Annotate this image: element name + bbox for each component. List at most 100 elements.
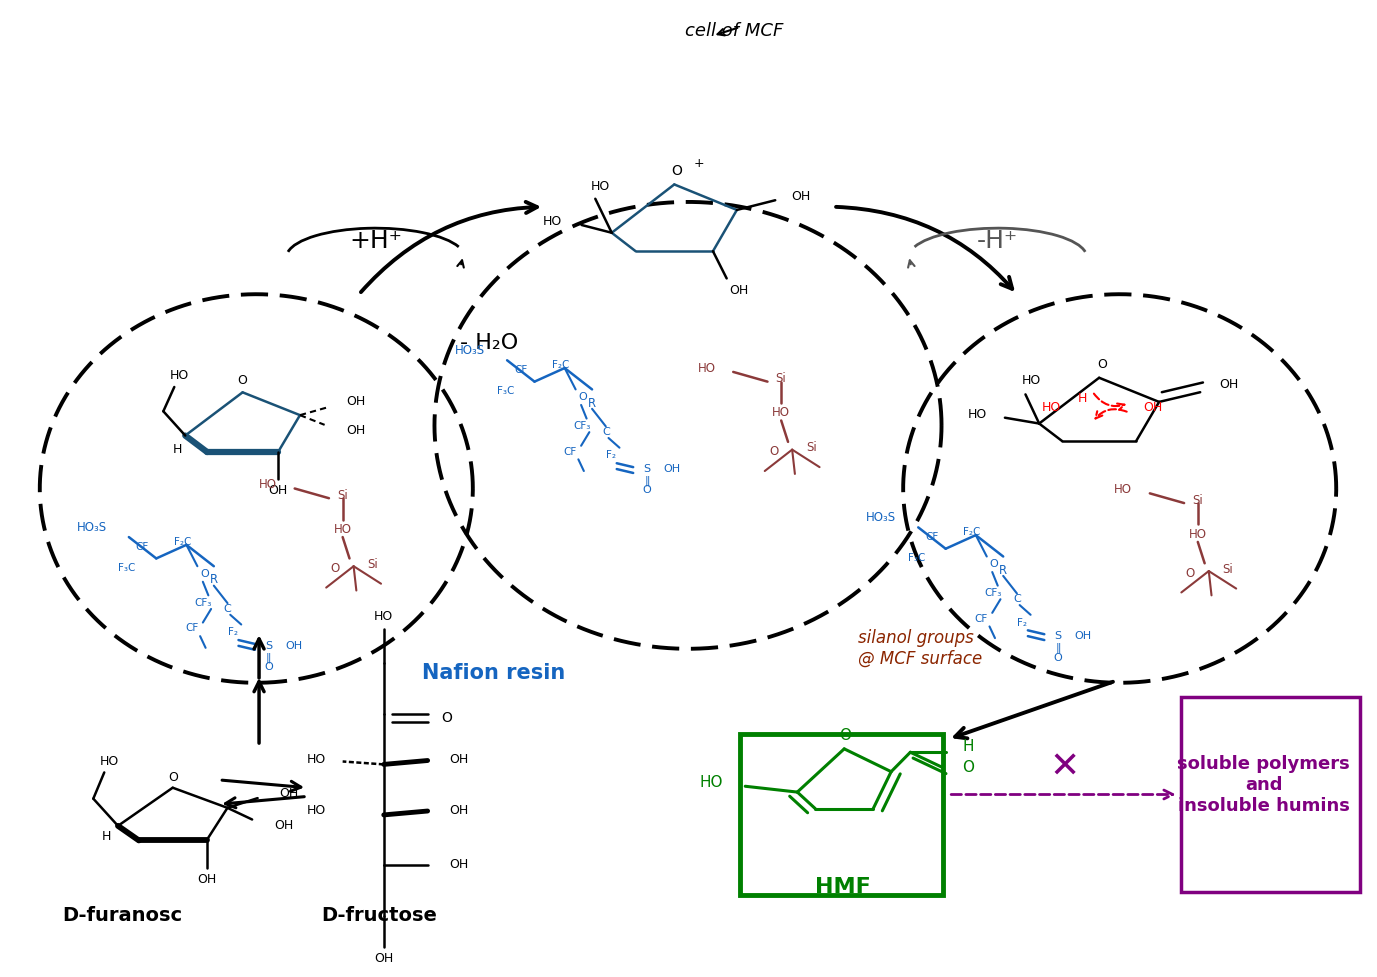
- Text: OH: OH: [792, 190, 811, 203]
- Text: HO: HO: [1041, 402, 1060, 414]
- Text: OH: OH: [269, 485, 288, 497]
- Text: HO: HO: [697, 361, 716, 374]
- Text: O: O: [643, 486, 651, 495]
- Text: F₃C: F₃C: [907, 553, 925, 564]
- Text: CF₃: CF₃: [985, 588, 1001, 599]
- Text: OH: OH: [347, 424, 366, 437]
- Text: F₃C: F₃C: [118, 563, 136, 573]
- Text: +: +: [694, 156, 704, 170]
- Text: F₂: F₂: [229, 627, 238, 637]
- Text: F₂: F₂: [606, 450, 617, 460]
- Text: F₃C: F₃C: [497, 386, 514, 397]
- Text: ‖: ‖: [644, 476, 650, 486]
- Text: CF₃: CF₃: [573, 421, 591, 431]
- Text: H: H: [174, 443, 183, 455]
- Text: HO: HO: [333, 523, 351, 535]
- Text: ‖: ‖: [1055, 643, 1060, 653]
- Text: Si: Si: [1192, 493, 1203, 507]
- Text: Nafion resin: Nafion resin: [421, 663, 565, 683]
- Text: O: O: [840, 728, 851, 743]
- Text: CF₃: CF₃: [194, 598, 212, 608]
- Text: HMF: HMF: [815, 876, 870, 897]
- Text: HO: HO: [171, 369, 190, 382]
- Text: CF: CF: [975, 614, 987, 623]
- Text: F₂C: F₂C: [174, 537, 191, 547]
- Text: H: H: [102, 830, 112, 843]
- Text: OH: OH: [449, 803, 468, 817]
- Text: HO: HO: [259, 478, 277, 491]
- Text: F₂: F₂: [1018, 617, 1027, 627]
- Text: OH: OH: [285, 641, 302, 651]
- Text: O: O: [238, 374, 248, 387]
- Text: R: R: [1000, 564, 1007, 576]
- Text: Si: Si: [775, 372, 786, 385]
- Text: OH: OH: [280, 786, 299, 800]
- Text: O: O: [963, 760, 975, 776]
- Text: O: O: [990, 559, 998, 570]
- Text: OH: OH: [274, 819, 293, 831]
- Text: CF: CF: [136, 542, 149, 552]
- Text: HO₃S: HO₃S: [77, 521, 107, 533]
- Text: S: S: [266, 641, 273, 651]
- Text: O: O: [770, 446, 778, 458]
- Text: +H⁺: +H⁺: [350, 229, 402, 253]
- Text: Si: Si: [806, 442, 817, 454]
- Text: Si: Si: [337, 488, 348, 502]
- Text: O: O: [672, 164, 683, 178]
- Text: Si: Si: [1223, 563, 1234, 575]
- Text: soluble polymers
and
insoluble humins: soluble polymers and insoluble humins: [1177, 755, 1349, 815]
- Text: OH: OH: [347, 395, 366, 408]
- Text: CF: CF: [186, 623, 198, 633]
- Text: - H₂O: - H₂O: [460, 333, 518, 353]
- Text: OH: OH: [449, 858, 468, 871]
- Text: R: R: [588, 397, 596, 409]
- Text: O: O: [200, 569, 209, 579]
- Text: HO: HO: [772, 406, 790, 419]
- Text: O: O: [1097, 358, 1107, 370]
- Text: HO: HO: [307, 803, 326, 817]
- Text: O: O: [264, 662, 273, 672]
- Text: HO: HO: [307, 753, 326, 766]
- Text: cell of MCF: cell of MCF: [686, 22, 784, 40]
- Text: D-furanosc: D-furanosc: [62, 907, 182, 925]
- Text: HO: HO: [375, 611, 394, 623]
- Text: HO₃S: HO₃S: [866, 511, 896, 524]
- Text: ‖: ‖: [266, 653, 271, 662]
- Text: HO: HO: [700, 775, 723, 789]
- Text: C: C: [602, 427, 610, 437]
- Text: CF: CF: [514, 365, 527, 375]
- Text: S: S: [643, 464, 650, 474]
- Text: OH: OH: [375, 953, 394, 965]
- Text: OH: OH: [1220, 378, 1239, 391]
- Text: OH: OH: [197, 872, 216, 886]
- Text: OH: OH: [449, 753, 468, 766]
- Text: D-fructose: D-fructose: [322, 907, 438, 925]
- Text: OH: OH: [730, 283, 749, 297]
- Text: O: O: [441, 710, 452, 725]
- Text: CF: CF: [563, 446, 577, 456]
- Text: R: R: [209, 573, 218, 586]
- Text: HO: HO: [968, 408, 987, 421]
- Text: HO₃S: HO₃S: [454, 344, 485, 357]
- Text: -H⁺: -H⁺: [978, 229, 1018, 253]
- Text: HO: HO: [1114, 483, 1132, 496]
- Text: OH: OH: [664, 464, 680, 474]
- Text: OH: OH: [1143, 402, 1162, 414]
- Text: F₂C: F₂C: [552, 361, 570, 370]
- Text: HO: HO: [1022, 374, 1041, 387]
- Text: HO: HO: [543, 215, 562, 228]
- Text: S: S: [1055, 631, 1062, 641]
- Text: OH: OH: [1074, 631, 1092, 641]
- FancyBboxPatch shape: [739, 735, 943, 895]
- Text: O: O: [330, 562, 340, 574]
- Text: O: O: [1053, 653, 1063, 662]
- Text: O: O: [578, 392, 587, 403]
- Text: HO: HO: [1188, 528, 1206, 540]
- Text: HO: HO: [591, 180, 610, 192]
- Text: Si: Si: [368, 558, 379, 571]
- Text: C: C: [223, 604, 231, 614]
- Text: H: H: [963, 739, 974, 754]
- Text: C: C: [1013, 594, 1020, 604]
- Text: silanol groups
@ MCF surface: silanol groups @ MCF surface: [858, 629, 982, 668]
- Text: F₂C: F₂C: [964, 528, 980, 537]
